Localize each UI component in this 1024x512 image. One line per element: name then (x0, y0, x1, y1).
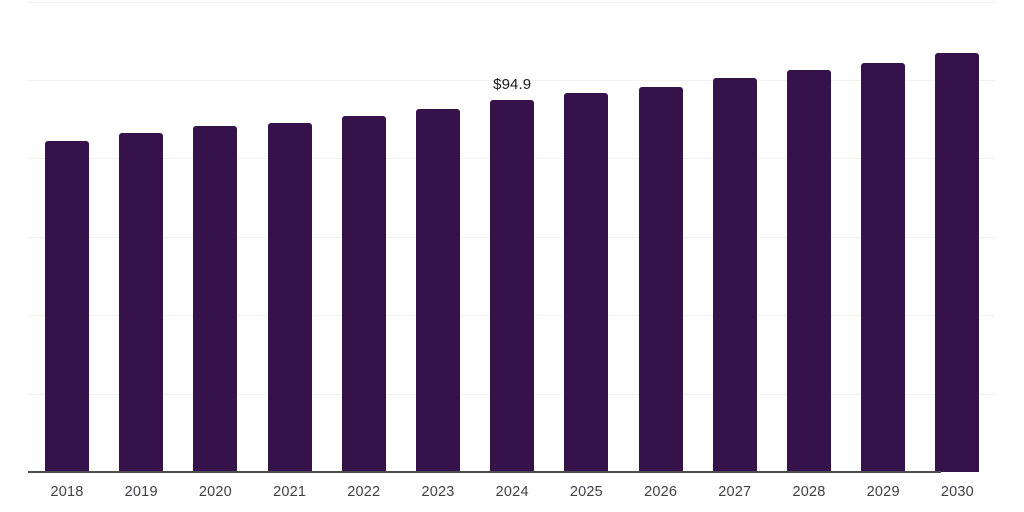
bar[interactable] (787, 69, 831, 472)
x-axis-tick-label: 2024 (495, 484, 529, 500)
bar[interactable] (935, 52, 980, 472)
bar[interactable] (193, 126, 238, 472)
bar-value-label: $94.9 (493, 75, 532, 93)
bar[interactable] (341, 116, 386, 472)
x-axis-tick-label: 2026 (644, 484, 678, 500)
bar[interactable] (267, 123, 312, 472)
bar[interactable] (416, 108, 460, 472)
x-axis-tick-label: 2021 (273, 484, 307, 500)
x-axis-tick-label: 2019 (124, 484, 158, 500)
bar[interactable] (712, 77, 757, 472)
x-axis-tick-label: 2023 (421, 484, 455, 500)
x-axis-line (28, 471, 941, 473)
bar[interactable] (638, 86, 683, 472)
bar[interactable] (490, 99, 535, 472)
x-axis-tick-label: 2022 (347, 484, 381, 500)
bar[interactable] (45, 140, 89, 472)
x-axis-tick-label: 2028 (792, 484, 826, 500)
bar[interactable] (564, 92, 609, 472)
x-axis-tick-label: 2025 (569, 484, 603, 500)
bar[interactable] (119, 133, 164, 472)
x-axis-tick-label: 2027 (718, 484, 752, 500)
x-axis-tick-label: 2029 (866, 484, 900, 500)
gridline (28, 2, 995, 3)
x-axis-tick-label: 2020 (198, 484, 232, 500)
x-axis-tick-label: 2030 (940, 484, 974, 500)
gridline (28, 79, 995, 81)
x-axis-tick-label: 2018 (50, 484, 84, 500)
bar[interactable] (861, 62, 906, 472)
